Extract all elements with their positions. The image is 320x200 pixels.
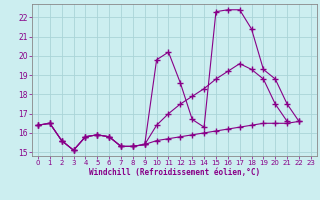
X-axis label: Windchill (Refroidissement éolien,°C): Windchill (Refroidissement éolien,°C): [89, 168, 260, 177]
